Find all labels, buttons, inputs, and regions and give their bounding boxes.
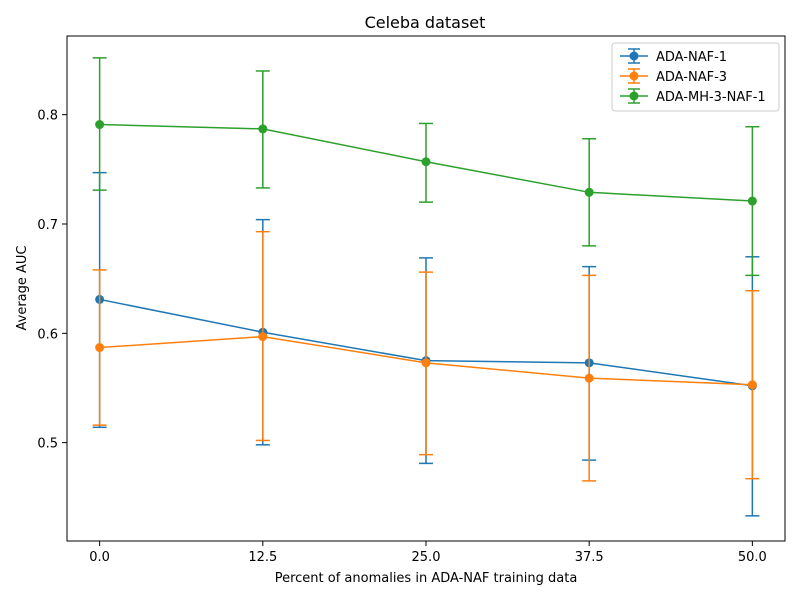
legend-label: ADA-NAF-3 <box>656 70 727 85</box>
x-tick-label: 12.5 <box>248 550 277 565</box>
data-point <box>258 332 268 342</box>
legend: ADA-NAF-1 ADA-NAF-3 ADA-MH-3-NAF-1 <box>611 42 780 112</box>
legend-marker <box>629 51 639 61</box>
legend-label: ADA-MH-3-NAF-1 <box>656 90 766 105</box>
x-tick-label: 0.0 <box>89 550 110 565</box>
data-point <box>584 373 594 383</box>
legend-entry: ADA-NAF-3 <box>620 68 727 85</box>
legend-entry: ADA-NAF-1 <box>620 48 727 65</box>
y-tick-label: 0.6 <box>37 327 58 342</box>
x-tick-label: 37.5 <box>575 550 604 565</box>
data-point <box>747 380 757 390</box>
y-axis: 0.5 0.6 0.7 0.8 <box>37 109 67 452</box>
x-tick-label: 50.0 <box>738 550 767 565</box>
x-axis-label: Percent of anomalies in ADA-NAF training… <box>275 571 578 586</box>
data-point <box>747 196 757 206</box>
y-tick-label: 0.8 <box>37 109 58 124</box>
series-2 <box>92 230 760 482</box>
data-point <box>258 124 268 134</box>
y-axis-label: Average AUC <box>15 245 30 330</box>
data-point <box>584 187 594 197</box>
legend-marker <box>629 71 639 81</box>
data-point <box>95 343 105 353</box>
legend-label: ADA-NAF-1 <box>656 50 727 65</box>
y-tick-label: 0.5 <box>37 437 58 452</box>
data-point <box>421 358 431 368</box>
y-tick-label: 0.7 <box>37 218 58 233</box>
legend-marker <box>629 91 639 101</box>
series-3 <box>92 57 760 277</box>
legend-entry: ADA-MH-3-NAF-1 <box>620 88 766 105</box>
chart-title: Celeba dataset <box>365 13 486 32</box>
data-point <box>421 157 431 167</box>
plot-area <box>92 57 760 517</box>
x-axis: 0.0 12.5 25.0 37.5 50.0 <box>89 541 767 565</box>
data-point <box>95 120 105 130</box>
x-tick-label: 25.0 <box>412 550 441 565</box>
legend-box <box>611 42 780 112</box>
